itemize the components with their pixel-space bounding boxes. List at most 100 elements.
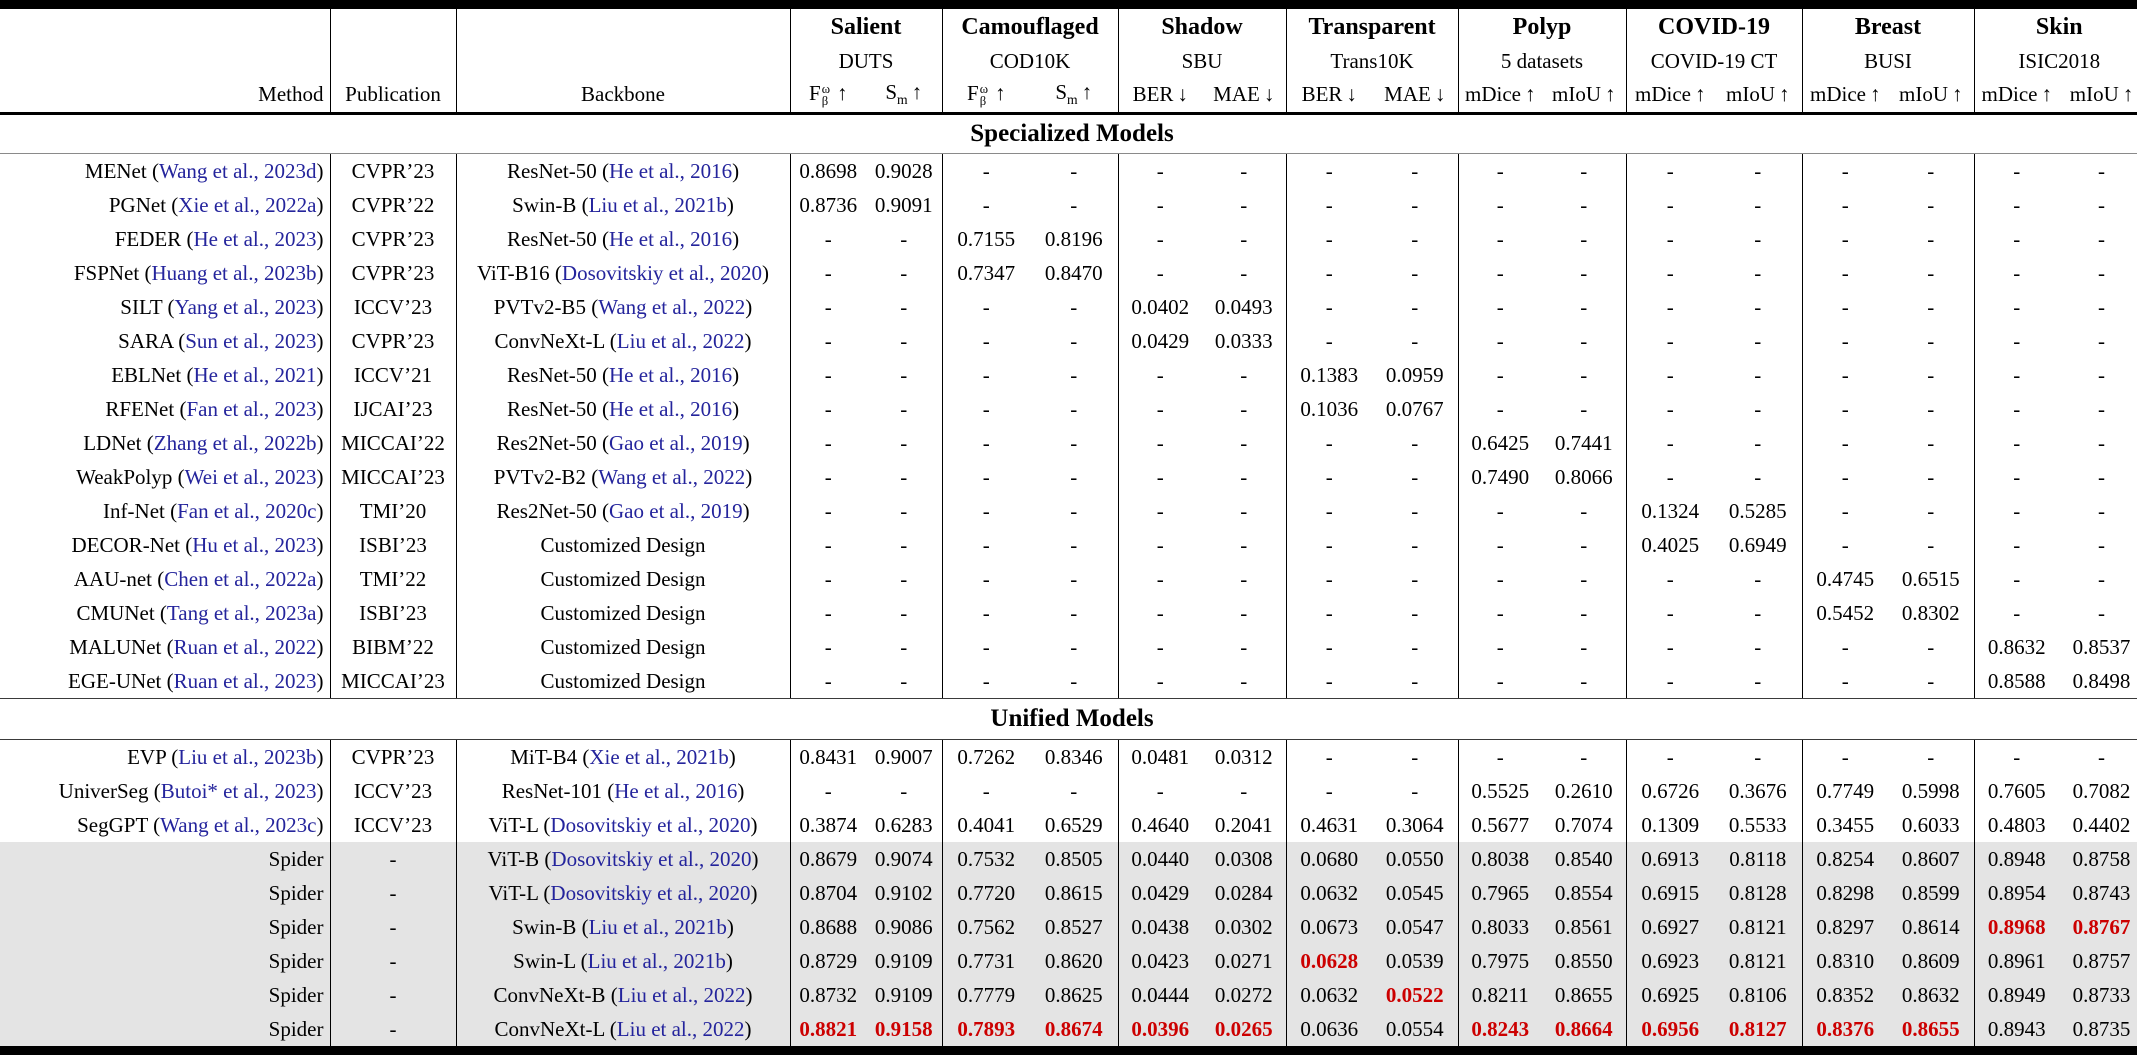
citation-link[interactable]: Liu et al., 2021b	[588, 192, 727, 217]
value-cell: 0.7749	[1801, 774, 1888, 808]
citation-link[interactable]: Dosovitskiy et al., 2020	[551, 846, 752, 871]
backbone-name: Swin-B	[512, 914, 577, 939]
value-cell: 0.8664	[1542, 1012, 1626, 1046]
value-cell: -	[1411, 634, 1419, 659]
value-cell: -	[1973, 324, 2059, 358]
value-cell: 0.8954	[1973, 876, 2059, 910]
citation-link[interactable]: Zhang et al., 2022b	[153, 430, 317, 455]
citation-link[interactable]: Butoi* et al., 2023	[160, 778, 317, 803]
citation-link[interactable]: He et al., 2016	[609, 226, 733, 251]
citation-link[interactable]: Dosovitskiy et al., 2020	[561, 260, 762, 285]
citation-link[interactable]: Gao et al., 2019	[609, 498, 743, 523]
citation-link[interactable]: Xie et al., 2021b	[589, 744, 729, 769]
citation-link[interactable]: Hu et al., 2023	[192, 532, 317, 557]
citation-link[interactable]: Dosovitskiy et al., 2020	[550, 880, 751, 905]
value-cell: -	[900, 778, 908, 803]
citation-link[interactable]: Xie et al., 2022a	[178, 192, 317, 217]
value-cell: -	[1457, 739, 1542, 774]
value-cell: -	[1754, 744, 1762, 769]
value-cell: 0.6283	[874, 812, 933, 837]
citation-link[interactable]: Tang et al., 2023a	[166, 600, 317, 625]
metric-header: mIoU ↑	[1542, 76, 1626, 114]
method-cell: RFENet (Fan et al., 2023)	[105, 396, 324, 421]
citation-link[interactable]: He et al., 2016	[609, 362, 733, 387]
citation-link[interactable]: Ruan et al., 2022	[173, 634, 317, 659]
value-cell: -	[1285, 562, 1372, 596]
citation-link[interactable]: Liu et al., 2023b	[178, 744, 317, 769]
backbone-name: ViT-B	[487, 846, 540, 871]
dataset-header: BUSI	[1801, 46, 1974, 76]
method-cell: EBLNet (He et al., 2021)	[111, 362, 324, 387]
citation-link[interactable]: He et al., 2016	[609, 396, 733, 421]
citation-link[interactable]: Wang et al., 2022	[598, 294, 746, 319]
value-cell: -	[1625, 596, 1714, 630]
value-cell: -	[1411, 532, 1419, 557]
backbone-name: ConvNeXt-L	[494, 1016, 605, 1041]
citation-link[interactable]: Liu et al., 2022	[616, 328, 745, 353]
publication-cell: CVPR’23	[329, 324, 456, 358]
method-name: WeakPolyp	[76, 464, 173, 489]
value-cell: -	[1411, 328, 1419, 353]
citation-link[interactable]: He et al., 2016	[614, 778, 738, 803]
method-cell: EVP (Liu et al., 2023b)	[127, 744, 324, 769]
backbone-cell: Customized Design	[455, 562, 790, 596]
citation-link[interactable]: He et al., 2021	[193, 362, 317, 387]
backbone-name: Customized Design	[540, 634, 706, 659]
citation-link[interactable]: Liu et al., 2021b	[588, 914, 727, 939]
backbone-cell: MiT-B4 (Xie et al., 2021b)	[455, 739, 790, 774]
table-row: Spider - Swin-B (Liu et al., 2021b) 0.8688 0…	[0, 910, 2137, 944]
value-cell: -	[789, 324, 866, 358]
value-cell: 0.8346	[1044, 744, 1103, 769]
method-name: SARA	[118, 328, 173, 353]
citation-link[interactable]: Liu et al., 2022	[616, 1016, 745, 1041]
citation-link[interactable]: Yang et al., 2023	[174, 294, 317, 319]
citation-link[interactable]: He et al., 2016	[609, 158, 733, 183]
backbone-cell: ResNet-50 (He et al., 2016)	[455, 392, 790, 426]
value-cell: -	[941, 188, 1030, 222]
backbone-column-spacer	[455, 9, 790, 46]
value-cell: -	[1457, 222, 1542, 256]
citation-link[interactable]: Chen et al., 2022a	[164, 566, 317, 591]
value-cell: 0.6515	[1901, 566, 1960, 591]
value-cell: -	[1411, 158, 1419, 183]
value-cell: -	[1801, 153, 1888, 188]
value-cell: -	[2098, 396, 2105, 421]
citation-link[interactable]: Wang et al., 2022	[598, 464, 746, 489]
metric-header: mDice ↑	[1973, 76, 2059, 114]
value-cell: -	[1070, 778, 1078, 803]
value-cell: -	[1754, 192, 1762, 217]
value-cell: 0.6956	[1625, 1012, 1714, 1046]
citation-link[interactable]: Sun et al., 2023	[185, 328, 317, 353]
citation-link[interactable]: Wei et al., 2023	[184, 464, 317, 489]
backbone-name: Customized Design	[540, 668, 706, 693]
citation-link[interactable]: Fan et al., 2020c	[177, 498, 317, 523]
value-cell: -	[1973, 256, 2059, 290]
citation-link[interactable]: Ruan et al., 2023	[173, 668, 317, 693]
value-cell: 0.6927	[1625, 910, 1714, 944]
citation-link[interactable]: Wang et al., 2023d	[158, 158, 317, 183]
citation-link[interactable]: Dosovitskiy et al., 2020	[550, 812, 751, 837]
method-name: PGNet	[108, 192, 167, 217]
table-row: PGNet (Xie et al., 2022a) CVPR’22 Swin-B (…	[0, 188, 2137, 222]
value-cell: -	[1411, 778, 1419, 803]
citation-link[interactable]: He et al., 2023	[193, 226, 317, 251]
value-cell: 0.0271	[1202, 944, 1286, 978]
value-cell: -	[1801, 256, 1888, 290]
metric-subscript: β	[979, 93, 987, 108]
citation-link[interactable]: Huang et al., 2023b	[151, 260, 317, 285]
value-cell: 0.5285	[1728, 498, 1787, 523]
value-cell: -	[1927, 744, 1935, 769]
citation-link[interactable]: Liu et al., 2021b	[587, 948, 726, 973]
value-cell: 0.7605	[1973, 774, 2059, 808]
table-row: RFENet (Fan et al., 2023) IJCAI’23 ResNet-…	[0, 392, 2137, 426]
citation-link[interactable]: Fan et al., 2023	[186, 396, 317, 421]
backbone-name: MiT-B4	[510, 744, 578, 769]
value-cell: -	[1625, 290, 1714, 324]
citation-link[interactable]: Liu et al., 2022	[617, 982, 746, 1007]
citation-link[interactable]: Wang et al., 2023c	[160, 812, 317, 837]
value-cell: -	[941, 460, 1030, 494]
citation-link[interactable]: Gao et al., 2019	[609, 430, 743, 455]
value-cell: -	[1457, 562, 1542, 596]
value-cell: 0.0333	[1214, 328, 1273, 353]
value-cell: 0.8038	[1457, 842, 1542, 876]
